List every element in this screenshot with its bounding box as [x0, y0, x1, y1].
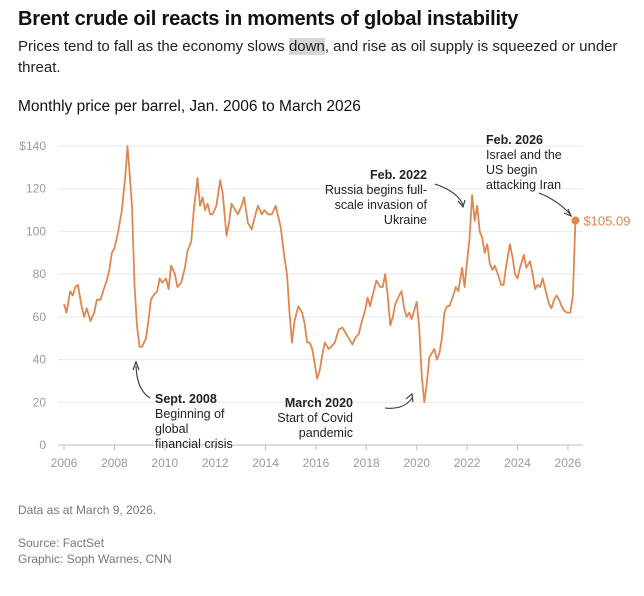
y-tick-label: 0 [39, 438, 46, 452]
series-layer: $105.09 [63, 145, 630, 404]
subhead-highlighted-word: down [288, 38, 325, 55]
annotation-date: Feb. 2026 [486, 133, 543, 147]
x-tick-label: 2014 [252, 456, 279, 470]
annotation-arrow [384, 392, 414, 409]
annotation-date: Feb. 2022 [370, 168, 427, 182]
series-line-brent-crude [63, 145, 577, 404]
x-tick-label: 2006 [51, 456, 78, 470]
latest-value-point [571, 216, 580, 225]
subhead-text-end: , and rise as oil supply is squeezed or … [18, 38, 618, 76]
annotation-text: pandemic [299, 426, 353, 440]
graphic-credit: Graphic: Soph Warnes, CNN [18, 552, 172, 566]
annotation-text: scale invasion of [335, 198, 428, 212]
x-tick-label: 2012 [202, 456, 229, 470]
annotation-arrow [434, 183, 466, 209]
annotation-text: Ukraine [384, 213, 427, 227]
y-tick-label: 20 [33, 395, 47, 409]
x-tick-label: 2024 [504, 456, 531, 470]
x-tick-label: 2016 [303, 456, 330, 470]
y-tick-label: 120 [26, 182, 46, 196]
annotation-text: Russia begins full- [325, 183, 427, 197]
headline: Brent crude oil reacts in moments of glo… [18, 8, 519, 30]
annotation-arrow [538, 192, 573, 218]
annotation-text: financial crisis [155, 437, 233, 451]
annotation-arrow [132, 360, 151, 399]
x-tick-label: 2018 [353, 456, 380, 470]
y-tick-label: 60 [33, 310, 47, 324]
x-tick-label: 2020 [403, 456, 430, 470]
gridlines [58, 145, 583, 446]
subhead: Prices tend to fall as the economy slows… [18, 36, 630, 78]
data-date-note: Data as at March 9, 2026. [18, 503, 157, 517]
y-tick-label: 40 [33, 353, 47, 367]
annotation-date: March 2020 [285, 396, 353, 410]
annotation-date: Sept. 2008 [155, 392, 217, 406]
y-tick-label: 100 [26, 224, 46, 238]
x-tick-label: 2022 [454, 456, 481, 470]
y-tick-label: $140 [19, 139, 46, 153]
y-axis-ticks: 0 20 40 60 80 100 120 $140 [19, 139, 46, 452]
subhead-text-start: Prices tend to fall as the economy slows [18, 38, 289, 55]
annotation-text: Beginning of [155, 407, 225, 421]
x-tick-label: 2010 [151, 456, 178, 470]
annotation-text: global [155, 422, 188, 436]
annotation-text: Israel and the [486, 148, 562, 162]
x-axis: 2006 2008 2010 2012 2014 2016 2018 2020 2022 2024… [51, 445, 582, 470]
y-tick-label: 80 [33, 267, 47, 281]
source-note: Source: FactSet [18, 536, 105, 550]
x-tick-label: 2008 [101, 456, 128, 470]
x-tick-label: 2026 [555, 456, 582, 470]
annotation-text: Start of Covid [277, 411, 353, 425]
oil-price-line-chart: 0 20 40 60 80 100 120 $140 2006 2008 2010 2012 2014… [19, 133, 630, 470]
annotation-text: attacking Iran [486, 178, 561, 192]
latest-value-label: $105.09 [583, 214, 630, 229]
chart-title: Monthly price per barrel, Jan. 2006 to M… [18, 98, 361, 115]
annotation-text: US begin [486, 163, 537, 177]
